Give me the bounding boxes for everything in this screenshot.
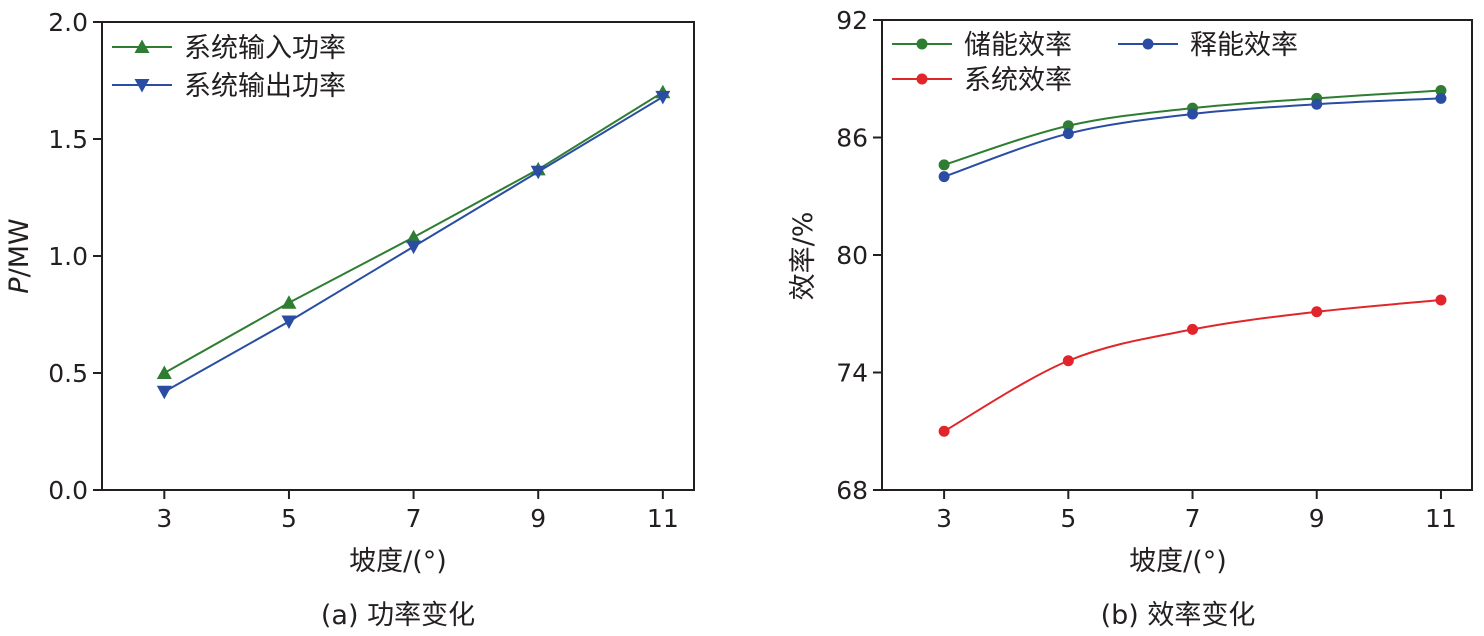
- legend-entry-a-0: 系统输入功率: [112, 33, 346, 64]
- series-a-1-point-0: [156, 385, 172, 400]
- series-b-2-point-1: [1062, 355, 1074, 367]
- legend-swatch-b-2-point-0: [916, 73, 928, 85]
- legend-label-b-2: 系统效率: [964, 65, 1072, 96]
- legend-entry-b-2: 系统效率: [892, 65, 1072, 96]
- legend-swatch-a-1-point-0: [134, 79, 150, 93]
- series-b-0-point-0: [938, 159, 950, 171]
- series-b-2-point-4: [1435, 294, 1447, 306]
- x-tick-label-a-3: 9: [530, 504, 546, 533]
- legend-entry-b-1: 释能效率: [1118, 30, 1298, 61]
- caption-b: (b) 效率变化: [1101, 600, 1256, 631]
- caption-a: (a) 功率变化: [321, 600, 475, 631]
- x-tick-label-b-4: 11: [1425, 504, 1457, 533]
- x-tick-label-a-4: 11: [647, 504, 679, 533]
- y-tick-label-b-1: 74: [836, 359, 868, 388]
- y-axis-ticks-b: 68 74 80 86 92: [836, 6, 882, 505]
- legend-label-b-0: 储能效率: [964, 30, 1072, 61]
- y-tick-label-b-4: 92: [836, 6, 868, 35]
- legend-entry-a-1: 系统输出功率: [112, 71, 346, 102]
- x-tick-label-b-2: 7: [1185, 504, 1201, 533]
- x-tick-label-a-0: 3: [156, 504, 172, 533]
- series-b-0-point-1: [1062, 120, 1074, 132]
- series-b-2-point-0: [938, 425, 950, 437]
- series-b-0-point-4: [1435, 85, 1447, 96]
- y-tick-label-b-3: 86: [836, 124, 868, 153]
- x-tick-label-b-0: 3: [936, 504, 952, 533]
- y-tick-label-b-2: 80: [836, 241, 868, 270]
- y-axis-ticks-a: 0.0 0.5 1.0 1.5 2.0: [48, 8, 102, 505]
- legend-swatch-a-0-point-0: [134, 39, 150, 53]
- y-tick-label-a-0: 0.0: [48, 476, 88, 505]
- x-axis-title-a: 坡度/(°): [349, 546, 447, 577]
- series-b-1-point-4: [1435, 92, 1447, 104]
- series-a-1-point-4: [655, 90, 671, 105]
- legend-label-a-1: 系统输出功率: [184, 71, 346, 102]
- series-group-b: [938, 85, 1447, 437]
- series-b-1-point-3: [1311, 98, 1323, 110]
- series-a-0-point-1: [281, 295, 297, 309]
- x-tick-label-b-1: 5: [1060, 504, 1076, 533]
- series-b-2-point-3: [1311, 306, 1323, 318]
- y-axis-title-b: 效率/%: [788, 212, 819, 301]
- legend-entry-b-0: 储能效率: [892, 30, 1072, 61]
- series-b-1-point-1: [1062, 128, 1074, 140]
- y-tick-label-b-0: 68: [836, 476, 868, 505]
- legend-swatch-b-1-point-0: [1142, 38, 1154, 50]
- series-group-a: [156, 84, 671, 400]
- series-b-2-line: [943, 299, 1442, 433]
- x-tick-label-b-3: 9: [1309, 504, 1325, 533]
- x-tick-label-a-2: 7: [406, 504, 422, 533]
- series-a-1: [156, 90, 671, 400]
- series-a-1-point-3: [530, 165, 546, 180]
- series-b-1-point-2: [1187, 108, 1199, 120]
- y-tick-label-a-3: 1.5: [48, 125, 88, 154]
- series-a-0: [156, 84, 671, 379]
- x-axis-title-b: 坡度/(°): [1129, 546, 1227, 577]
- series-b-2: [938, 294, 1447, 437]
- series-a-0-point-0: [156, 365, 172, 379]
- legend-label-a-0: 系统输入功率: [184, 33, 346, 64]
- x-axis-ticks-a: 3 5 7 9 11: [156, 490, 679, 533]
- series-b-1-point-0: [938, 171, 950, 183]
- series-a-1-point-2: [406, 240, 422, 255]
- series-b-2-point-2: [1187, 323, 1199, 335]
- x-tick-label-a-1: 5: [281, 504, 297, 533]
- y-tick-label-a-1: 0.5: [48, 359, 88, 388]
- series-a-0-point-2: [406, 229, 422, 244]
- series-a-1-point-1: [281, 315, 297, 330]
- y-tick-label-a-2: 1.0: [48, 242, 88, 271]
- y-tick-label-a-4: 2.0: [48, 8, 88, 37]
- legend-label-b-1: 释能效率: [1190, 30, 1298, 61]
- series-b-1: [938, 92, 1447, 183]
- x-axis-ticks-b: 3 5 7 9 11: [936, 490, 1457, 533]
- y-axis-title-a: P/MW: [4, 218, 35, 293]
- legend-swatch-b-0-point-0: [916, 38, 928, 50]
- series-b-0: [938, 85, 1447, 171]
